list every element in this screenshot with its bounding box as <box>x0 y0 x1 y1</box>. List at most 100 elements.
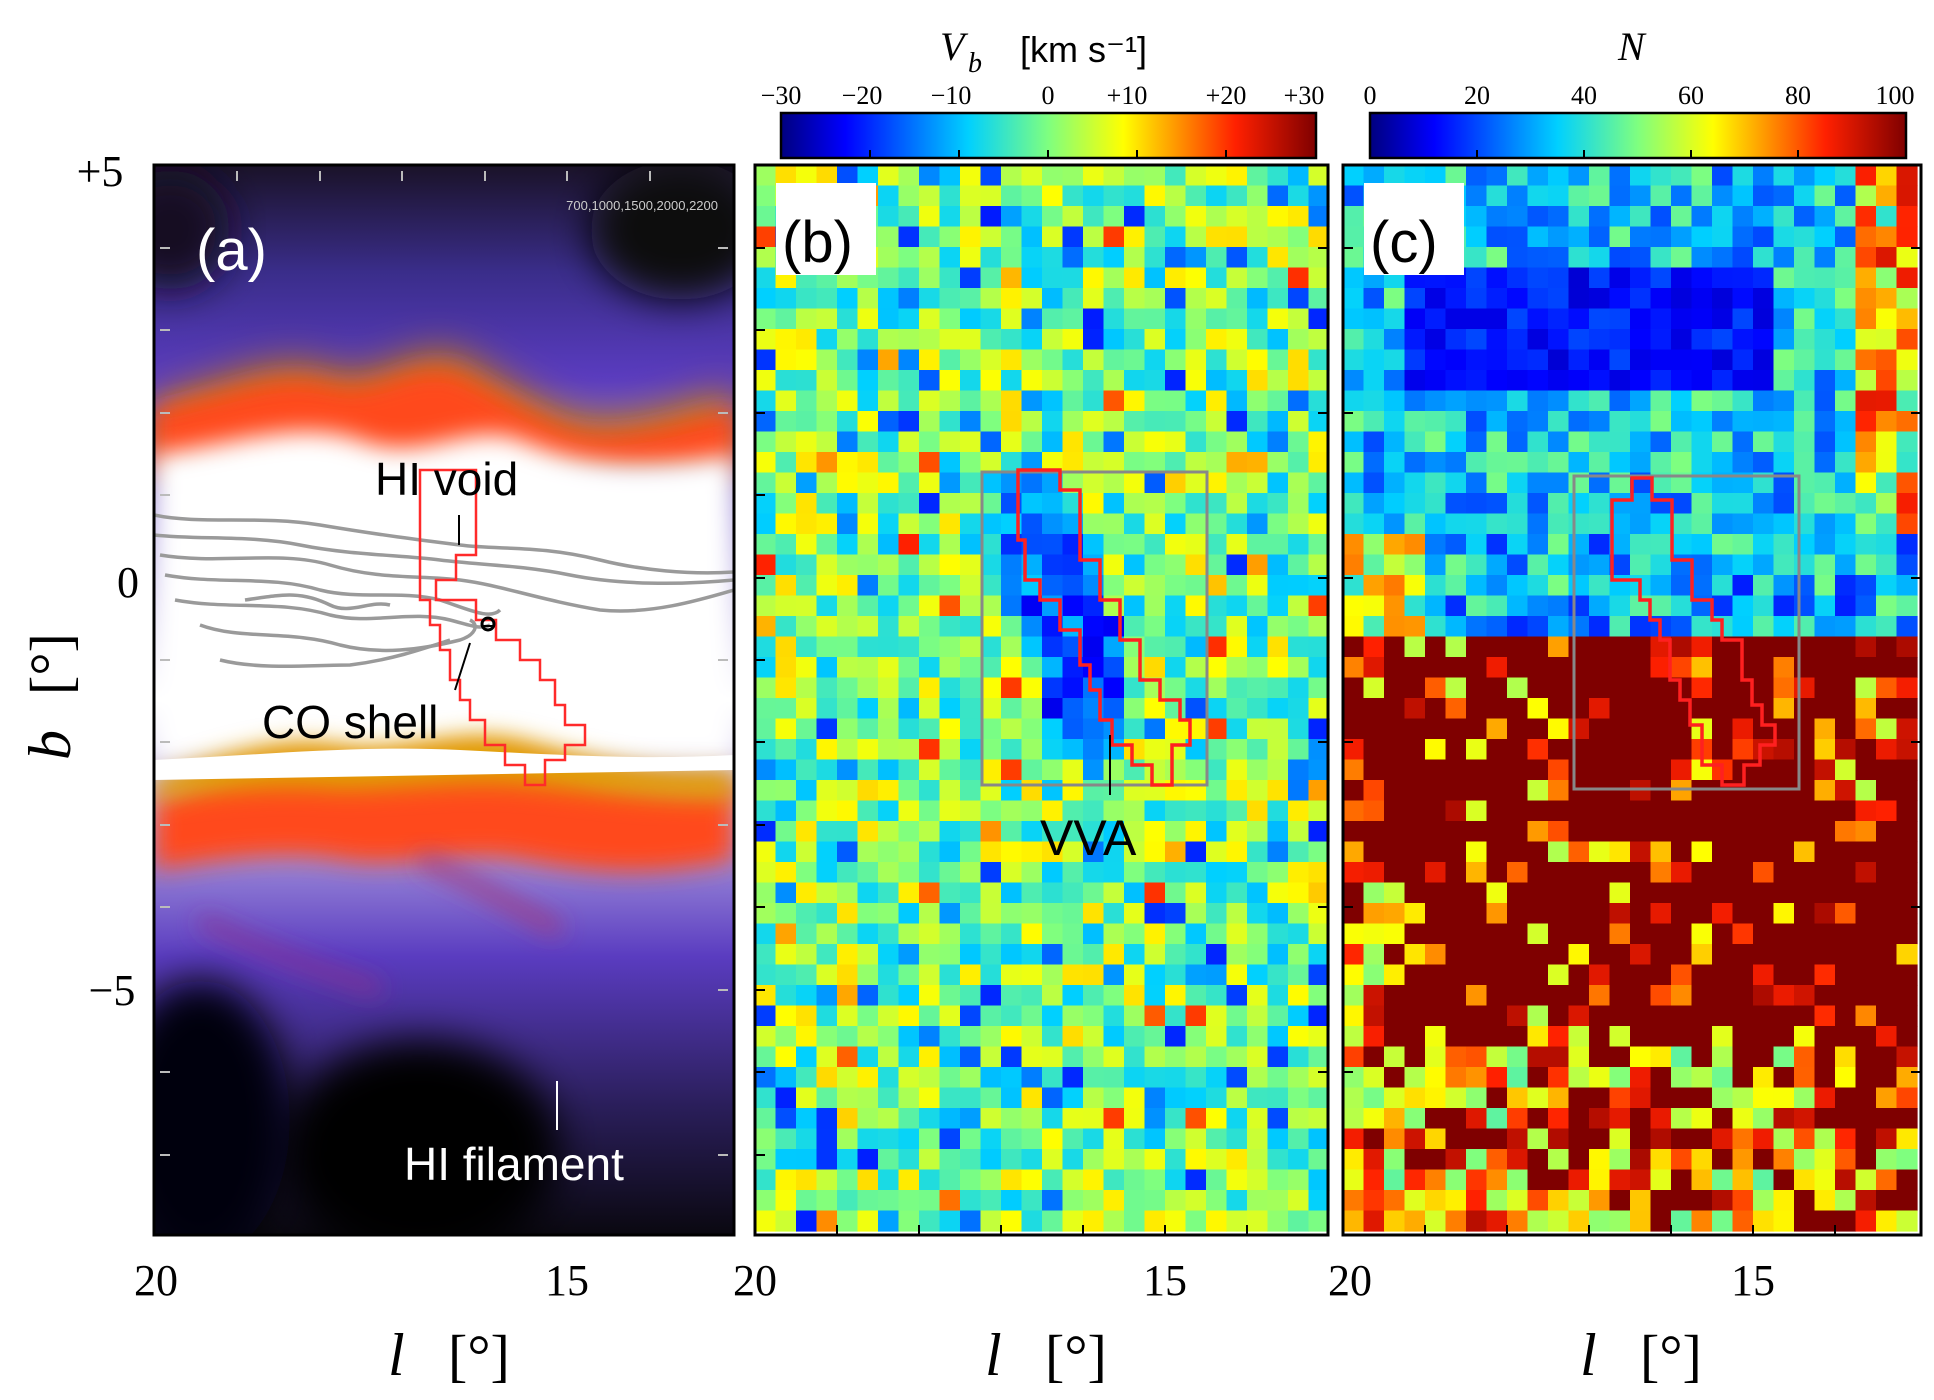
heatmap-cell <box>1773 390 1795 412</box>
heatmap-cell <box>775 657 797 679</box>
heatmap-cell <box>1384 882 1406 904</box>
heatmap-cell <box>1589 1149 1611 1171</box>
heatmap-cell <box>1021 1149 1043 1171</box>
heatmap-cell <box>775 1026 797 1048</box>
heatmap-cell <box>1486 718 1508 740</box>
heatmap-cell <box>1753 1149 1775 1171</box>
heatmap-cell <box>1226 349 1248 371</box>
heatmap-cell <box>1062 411 1084 433</box>
heatmap-cell <box>1144 226 1166 248</box>
heatmap-cell <box>980 452 1002 474</box>
heatmap-cell <box>878 698 900 720</box>
heatmap-cell <box>1855 247 1877 269</box>
heatmap-cell <box>857 964 879 986</box>
heatmap-cell <box>1548 800 1570 822</box>
heatmap-cell <box>1445 985 1467 1007</box>
heatmap-cell <box>1363 1067 1385 1089</box>
heatmap-cell <box>1589 431 1611 453</box>
heatmap-cell <box>1609 349 1631 371</box>
heatmap-cell <box>1876 1210 1898 1232</box>
heatmap-cell <box>980 780 1002 802</box>
heatmap-cell <box>1507 821 1529 843</box>
heatmap-cell <box>837 1128 859 1150</box>
heatmap-cell <box>960 390 982 412</box>
heatmap-cell <box>1835 841 1857 863</box>
heatmap-cell <box>878 267 900 289</box>
heatmap-cell <box>1103 964 1125 986</box>
heatmap-cell <box>1650 739 1672 761</box>
heatmap-cell <box>1876 267 1898 289</box>
heatmap-cell <box>1226 944 1248 966</box>
heatmap-cell <box>1691 534 1713 556</box>
heatmap-cell <box>1466 288 1488 310</box>
heatmap-cell <box>1814 944 1836 966</box>
heatmap-cell <box>1308 185 1330 207</box>
heatmap-cell <box>960 923 982 945</box>
heatmap-cell <box>1384 411 1406 433</box>
heatmap-cell <box>1021 349 1043 371</box>
heatmap-cell <box>878 1128 900 1150</box>
heatmap-cell <box>1753 739 1775 761</box>
heatmap-cell <box>1083 1067 1105 1089</box>
heatmap-cell <box>1021 288 1043 310</box>
heatmap-cell <box>960 206 982 228</box>
heatmap-cell <box>1835 882 1857 904</box>
heatmap-cell <box>1589 1046 1611 1068</box>
heatmap-cell <box>939 308 961 330</box>
heatmap-cell <box>1712 370 1734 392</box>
heatmap-cell <box>775 329 797 351</box>
heatmap-cell <box>939 472 961 494</box>
heatmap-cell <box>1267 595 1289 617</box>
heatmap-cell <box>1630 411 1652 433</box>
heatmap-cell <box>775 431 797 453</box>
heatmap-cell <box>1589 206 1611 228</box>
heatmap-cell <box>796 1169 818 1191</box>
heatmap-cell <box>837 821 859 843</box>
heatmap-cell <box>1124 288 1146 310</box>
heatmap-cell <box>1712 165 1734 187</box>
heatmap-cell <box>1527 841 1549 863</box>
heatmap-cell <box>1835 944 1857 966</box>
heatmap-cell <box>837 308 859 330</box>
heatmap-cell <box>1308 390 1330 412</box>
heatmap-cell <box>1165 534 1187 556</box>
heatmap-cell <box>1507 595 1529 617</box>
heatmap-cell <box>919 800 941 822</box>
heatmap-cell <box>1425 1210 1447 1232</box>
heatmap-cell <box>1363 985 1385 1007</box>
heatmap-cell <box>1206 247 1228 269</box>
heatmap-cell <box>1185 554 1207 576</box>
heatmap-cell <box>1814 780 1836 802</box>
heatmap-cell <box>1247 185 1269 207</box>
heatmap-cell <box>939 534 961 556</box>
heatmap-cell <box>1308 554 1330 576</box>
heatmap-cell <box>1384 821 1406 843</box>
heatmap-cell <box>1343 370 1365 392</box>
heatmap-cell <box>1001 411 1023 433</box>
heatmap-cell <box>1507 677 1529 699</box>
heatmap-cell <box>1691 636 1713 658</box>
heatmap-cell <box>980 308 1002 330</box>
heatmap-cell <box>960 1087 982 1109</box>
heatmap-cell <box>1896 1087 1918 1109</box>
heatmap-cell <box>1288 575 1310 597</box>
heatmap-cell <box>1185 267 1207 289</box>
heatmap-cell <box>1288 677 1310 699</box>
heatmap-cell <box>1267 985 1289 1007</box>
heatmap-cell <box>1001 636 1023 658</box>
heatmap-cell <box>1343 226 1365 248</box>
heatmap-cell <box>1124 882 1146 904</box>
heatmap-cell <box>1206 349 1228 371</box>
heatmap-cell <box>1732 308 1754 330</box>
heatmap-cell <box>1288 903 1310 925</box>
heatmap-cell <box>755 267 777 289</box>
heatmap-cell <box>1343 1190 1365 1212</box>
heatmap-cell <box>1267 226 1289 248</box>
heatmap-cell <box>1226 1210 1248 1232</box>
heatmap-cell <box>1288 1210 1310 1232</box>
heatmap-cell <box>1507 554 1529 576</box>
heatmap-cell <box>1267 677 1289 699</box>
heatmap-cell <box>1343 493 1365 515</box>
heatmap-cell <box>1691 1210 1713 1232</box>
heatmap-cell <box>1548 1046 1570 1068</box>
